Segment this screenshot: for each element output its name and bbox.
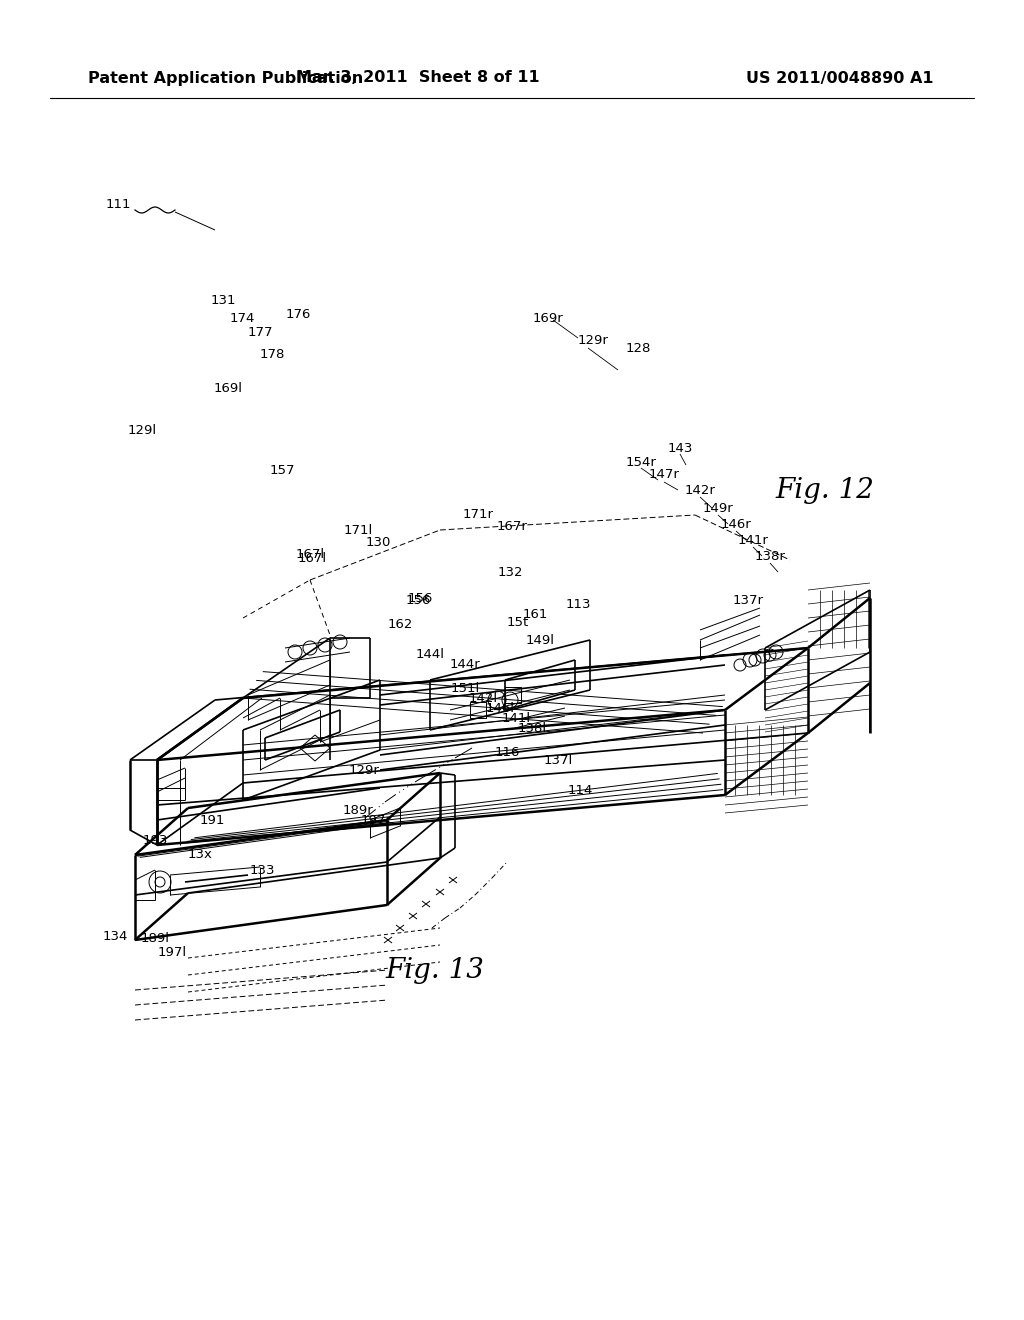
Text: 169l: 169l — [213, 381, 243, 395]
Text: 111: 111 — [105, 198, 131, 211]
Text: 189l: 189l — [140, 932, 170, 945]
Text: 171l: 171l — [343, 524, 373, 536]
Text: 130: 130 — [366, 536, 391, 549]
Text: 13x: 13x — [187, 849, 212, 862]
Text: 113: 113 — [565, 598, 591, 611]
Text: 144l: 144l — [416, 648, 444, 661]
Text: 137l: 137l — [544, 754, 572, 767]
Text: 162: 162 — [387, 619, 413, 631]
Text: 161: 161 — [522, 609, 548, 622]
Text: US 2011/0048890 A1: US 2011/0048890 A1 — [746, 70, 934, 86]
Text: 174: 174 — [229, 312, 255, 325]
Text: 156: 156 — [406, 594, 431, 606]
Text: Fig. 13: Fig. 13 — [385, 957, 484, 983]
Text: 197r: 197r — [360, 813, 391, 826]
Text: 177: 177 — [247, 326, 272, 339]
Text: 128: 128 — [626, 342, 650, 355]
Text: 167l: 167l — [297, 552, 327, 565]
Text: 129r: 129r — [578, 334, 608, 346]
Text: 142l: 142l — [468, 692, 498, 705]
Text: 131: 131 — [210, 293, 236, 306]
Text: 176: 176 — [286, 309, 310, 322]
Text: 189r: 189r — [343, 804, 374, 817]
Text: 129r: 129r — [348, 763, 380, 776]
Text: 142r: 142r — [685, 483, 716, 496]
Text: 178: 178 — [259, 348, 285, 362]
Text: 171r: 171r — [463, 508, 494, 521]
Text: 114: 114 — [567, 784, 593, 796]
Bar — [470, 702, 486, 718]
Text: 133: 133 — [249, 863, 274, 876]
Text: 167l: 167l — [296, 549, 325, 561]
Text: 147r: 147r — [648, 469, 680, 482]
Text: 146r: 146r — [721, 517, 752, 531]
Text: 116: 116 — [495, 746, 520, 759]
Text: Mar. 3, 2011  Sheet 8 of 11: Mar. 3, 2011 Sheet 8 of 11 — [296, 70, 540, 86]
Text: 149r: 149r — [702, 502, 733, 515]
Text: 191: 191 — [200, 813, 224, 826]
Text: 141r: 141r — [737, 533, 768, 546]
Text: 146l: 146l — [485, 701, 514, 714]
Text: 134: 134 — [102, 929, 128, 942]
Text: 157: 157 — [269, 463, 295, 477]
Bar — [505, 686, 521, 704]
Text: 197l: 197l — [158, 946, 186, 960]
Text: 156: 156 — [408, 591, 433, 605]
Text: 138r: 138r — [755, 549, 785, 562]
Text: 141l: 141l — [502, 711, 530, 725]
Text: 167r: 167r — [497, 520, 527, 533]
Text: 193: 193 — [142, 833, 168, 846]
Text: 143: 143 — [668, 441, 692, 454]
Text: 138l: 138l — [517, 722, 547, 734]
Text: Patent Application Publication: Patent Application Publication — [88, 70, 364, 86]
Text: 15t: 15t — [507, 615, 529, 628]
Text: 137r: 137r — [732, 594, 764, 606]
Text: Fig. 12: Fig. 12 — [775, 477, 873, 503]
Text: 129l: 129l — [127, 424, 157, 437]
Text: 169r: 169r — [532, 312, 563, 325]
Text: 149l: 149l — [525, 634, 555, 647]
Text: 144r: 144r — [450, 659, 480, 672]
Text: 132: 132 — [498, 565, 522, 578]
Text: 154r: 154r — [626, 455, 656, 469]
Text: 151l: 151l — [451, 681, 479, 694]
